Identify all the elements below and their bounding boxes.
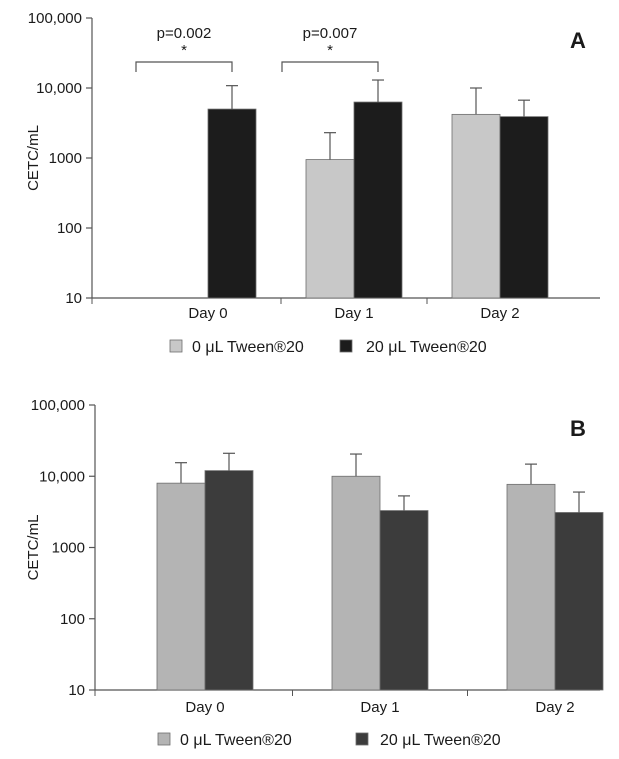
legend-swatch <box>355 732 369 746</box>
panel-label: B <box>570 416 586 441</box>
legend-label: 20 μL Tween®20 <box>380 732 501 749</box>
panel-label: A <box>570 28 586 53</box>
legend-swatch <box>157 732 171 746</box>
bar-b-s1-c0 <box>204 470 254 691</box>
x-tick-label: Day 0 <box>185 699 224 716</box>
legend-label: 20 μL Tween®20 <box>366 339 487 356</box>
chart-panel-a: 10 100 1000 10,000 100,000 CETC/mL A Day 0 Day 1… <box>25 10 600 356</box>
y-axis-label: CETC/mL <box>25 515 42 581</box>
x-tick-label: Day 0 <box>188 305 227 322</box>
bar-a-s0-c2 <box>451 113 501 299</box>
significance-bracket <box>281 61 379 72</box>
legend-swatch <box>169 339 183 353</box>
y-tick-label: 100 <box>57 220 82 237</box>
y-tick-label: 10,000 <box>36 80 82 97</box>
bar-a-s1-c2 <box>499 116 549 299</box>
x-tick-label: Day 2 <box>480 305 519 322</box>
y-tick-label: 100 <box>60 611 85 628</box>
significance-star: * <box>327 42 333 59</box>
bar-b-s0-c0 <box>156 482 206 691</box>
x-tick-label: Day 1 <box>334 305 373 322</box>
bar-a-s0-c1 <box>305 159 355 299</box>
legend-label: 0 μL Tween®20 <box>180 732 292 749</box>
bar-b-s0-c2 <box>506 483 556 691</box>
significance-bracket <box>135 61 233 72</box>
y-tick-label: 100,000 <box>31 397 85 414</box>
significance-star: * <box>181 42 187 59</box>
y-tick-label: 10 <box>68 682 85 699</box>
y-tick-label: 100,000 <box>28 10 82 27</box>
bar-a-s1-c1 <box>353 101 403 299</box>
y-tick-label: 1000 <box>49 150 82 167</box>
legend-swatch <box>339 339 353 353</box>
x-tick-label: Day 2 <box>535 699 574 716</box>
y-tick-label: 1000 <box>52 540 85 557</box>
bar-b-s0-c1 <box>331 475 381 691</box>
bar-b-s1-c2 <box>554 512 604 691</box>
bar-b-s1-c1 <box>379 510 429 691</box>
legend-label: 0 μL Tween®20 <box>192 339 304 356</box>
chart-panel-b: 10 100 1000 10,000 100,000 CETC/mL B Day 0 Day 1… <box>25 397 604 749</box>
y-tick-label: 10,000 <box>39 468 85 485</box>
p-value-label: p=0.002 <box>157 25 212 42</box>
x-tick-label: Day 1 <box>360 699 399 716</box>
bar-a-s1-c0 <box>207 108 257 299</box>
y-axis-label: CETC/mL <box>25 125 42 191</box>
y-tick-label: 10 <box>65 290 82 307</box>
p-value-label: p=0.007 <box>303 25 358 42</box>
